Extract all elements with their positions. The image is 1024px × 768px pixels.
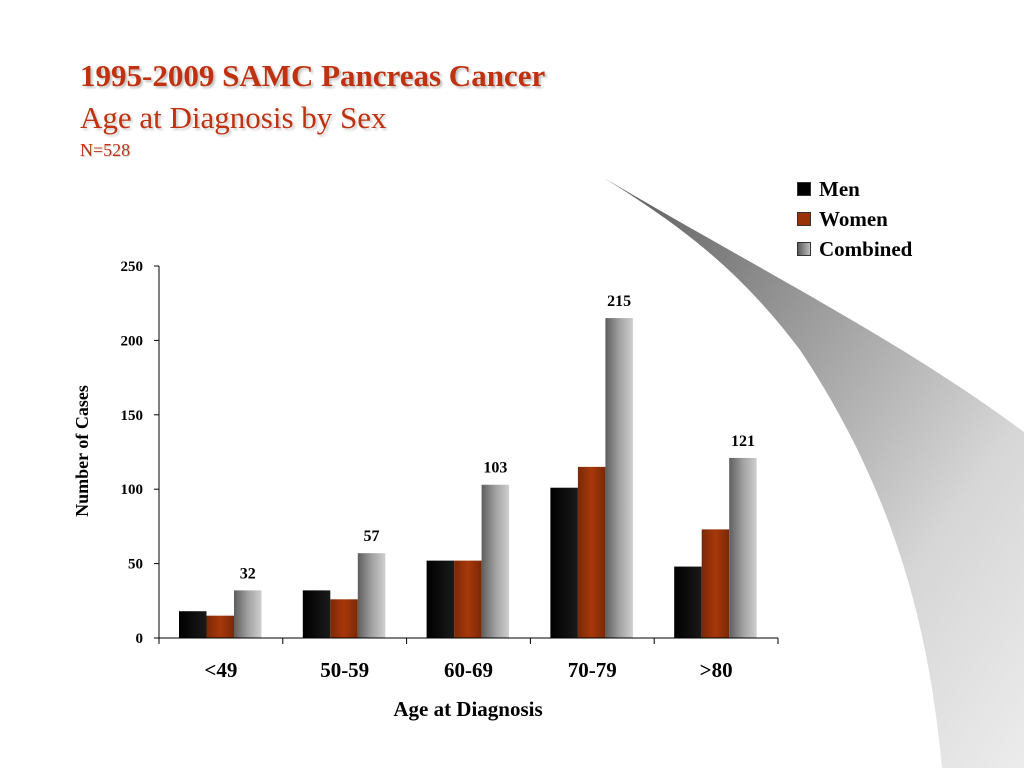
bar-women-80 <box>701 529 730 638</box>
bar-women-50-59 <box>330 599 358 638</box>
legend-item-combined: Combined <box>797 234 912 264</box>
bar-men-60-69 <box>426 560 455 638</box>
bar-combined-60-69 <box>481 484 510 638</box>
axes-layer <box>158 266 778 639</box>
legend-item-women: Women <box>797 204 912 234</box>
legend-label-combined: Combined <box>819 236 913 261</box>
data-label: 103 <box>483 460 507 477</box>
labels-layer: 0 50 100 150 200 250 <49 50-59 60-69 70-79 >80 32 57… <box>121 259 779 682</box>
bar-women-60-69 <box>454 560 482 638</box>
data-label: 121 <box>731 433 755 450</box>
y-tick-label: 100 <box>121 482 144 498</box>
x-axis-title: Age at Diagnosis <box>393 697 542 721</box>
bar-combined-50-59 <box>357 553 386 638</box>
bar-combined-80 <box>729 457 757 638</box>
data-label: 32 <box>240 565 256 582</box>
legend-label-men: Men <box>819 176 860 201</box>
bar-combined-70-79 <box>605 318 633 638</box>
y-axis-title: Number of Cases <box>72 385 92 517</box>
bar-women-70-79 <box>577 466 606 638</box>
legend-swatch-men <box>797 182 811 196</box>
bar-men-80 <box>674 566 702 638</box>
bar-men-49 <box>179 611 207 638</box>
bar-men-70-79 <box>550 487 578 638</box>
slide-title: 1995-2009 SAMC Pancreas Cancer <box>80 58 546 93</box>
bar-women-49 <box>206 615 234 638</box>
legend-swatch-combined <box>797 242 811 256</box>
legend-swatch-women <box>797 212 811 226</box>
legend-label-women: Women <box>819 206 888 231</box>
data-label: 57 <box>364 528 380 545</box>
x-tick-label: 70-79 <box>568 658 617 682</box>
y-tick-label: 0 <box>136 631 144 647</box>
bar-men-50-59 <box>302 590 331 638</box>
x-tick-label: >80 <box>700 658 733 682</box>
x-tick-label: <49 <box>204 658 237 682</box>
y-tick-label: 50 <box>128 557 143 573</box>
sample-size-label: N=528 <box>80 140 131 160</box>
chart-legend: Men Women Combined <box>797 174 912 264</box>
data-label: 215 <box>607 293 631 310</box>
slide-subtitle: Age at Diagnosis by Sex <box>80 100 387 135</box>
x-tick-label: 60-69 <box>444 658 493 682</box>
y-tick-label: 250 <box>121 259 144 275</box>
y-tick-label: 150 <box>121 408 144 424</box>
legend-item-men: Men <box>797 174 912 204</box>
y-tick-label: 200 <box>121 333 144 349</box>
bars-layer <box>179 318 757 638</box>
bar-combined-49 <box>234 590 262 638</box>
x-tick-label: 50-59 <box>320 658 369 682</box>
